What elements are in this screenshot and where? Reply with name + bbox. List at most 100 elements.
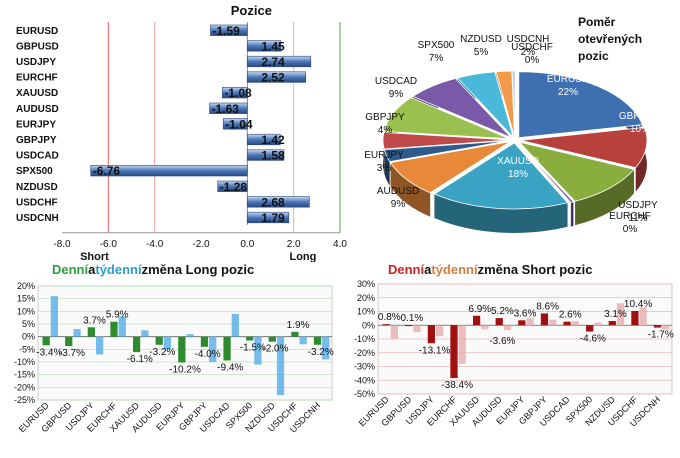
y-tick-label: 20% <box>17 281 35 291</box>
data-label: 2.6% <box>559 310 582 321</box>
pie-percent-label: 9% <box>391 199 406 210</box>
pie-slice <box>495 70 515 138</box>
category-label: EURUSD <box>16 26 58 37</box>
pie-percent-label: 4% <box>378 125 393 136</box>
series-bar <box>291 331 299 337</box>
x-tick-label: 0.0 <box>240 239 254 250</box>
data-label: -3.2% <box>149 347 175 358</box>
chart-title-part: a <box>424 262 432 277</box>
long-change-svg: Denní a týdenní změna Long pozic 20% 15% 10… <box>14 262 334 435</box>
pie-slice <box>389 141 511 194</box>
value-label: 2.74 <box>261 55 285 69</box>
pie-category-label: GBPJPY <box>365 112 405 123</box>
pie-percent-label: 7% <box>429 53 444 64</box>
series-bar <box>178 336 186 363</box>
y-tick-label: 10% <box>357 307 375 317</box>
data-label: 0.8% <box>378 312 401 323</box>
data-label: -4.0% <box>195 349 221 360</box>
pie-category-label: SPX500 <box>418 40 455 51</box>
value-label: -1.04 <box>225 117 253 131</box>
series-bar <box>526 318 534 326</box>
series-bar <box>313 336 322 345</box>
value-label: -1.08 <box>224 86 252 100</box>
chart-title: Pozice <box>231 3 272 18</box>
series-bar <box>427 325 435 344</box>
x-tick-label: -6.0 <box>100 239 118 250</box>
pie-slice-side <box>570 201 574 227</box>
pie-percent-label: 22% <box>558 87 578 98</box>
series-bar <box>631 310 639 326</box>
pie-category-label: USDCHF <box>511 42 553 53</box>
data-label: -1.5% <box>240 342 266 353</box>
category-label: AUDUSD <box>16 104 59 115</box>
data-label: -3.6% <box>489 336 515 347</box>
series-bar <box>639 307 647 326</box>
positions-chart: Pozice -8.0 -6.0 -4.0 -2.0 0.0 2.0 4.0 Short Long… <box>0 0 350 263</box>
series-bar <box>200 336 209 347</box>
series-bar <box>608 320 616 326</box>
chart-title-part: změna Long pozic <box>142 262 255 277</box>
y-tick-label: 5% <box>22 319 35 329</box>
series-bar <box>571 321 579 326</box>
series-bar <box>662 325 670 330</box>
position-bar <box>90 165 248 177</box>
data-label: -6.1% <box>127 354 153 365</box>
category-label: USDCHF <box>16 197 58 208</box>
data-label: -13.1% <box>419 345 451 356</box>
long-label: Long <box>289 251 316 262</box>
data-label: -1.7% <box>648 330 674 341</box>
y-tick-label: -10% <box>354 334 375 344</box>
category-label: SPX500 <box>16 166 53 177</box>
position-bar <box>209 102 248 114</box>
position-bar <box>247 196 310 208</box>
y-tick-label: -30% <box>354 362 375 372</box>
position-bar <box>247 133 281 146</box>
data-label: 1.9% <box>287 320 310 331</box>
pie-slice <box>383 140 510 163</box>
series-bar <box>132 336 141 353</box>
series-bar <box>563 321 571 326</box>
chart-title-part: Denní <box>52 262 89 277</box>
chart-title-part: změna Short pozic <box>478 262 593 277</box>
series-bar <box>276 336 285 395</box>
data-label: -10.2% <box>169 365 201 376</box>
category-label: XAUUSD <box>16 88 58 99</box>
pie-category-label: NZDUSD <box>460 34 502 45</box>
data-label: -3.7% <box>59 348 85 359</box>
short-change-chart: Denní a týdenní změna Short pozic 30% 20% 1… <box>340 258 680 453</box>
position-bar <box>247 211 290 224</box>
series-bar <box>435 325 444 337</box>
y-tick-label: 15% <box>17 294 35 304</box>
series-bar <box>322 336 330 360</box>
y-tick-label: -5% <box>19 344 35 354</box>
data-label: 5.2% <box>491 306 514 317</box>
pie-percent-label: 0% <box>623 224 638 235</box>
value-label: 2.52 <box>261 71 285 85</box>
data-label: 5.9% <box>106 310 129 321</box>
series-bar <box>254 336 262 365</box>
pie-category-label: GBPUSD <box>619 111 661 122</box>
data-label: 0.1% <box>401 313 424 324</box>
x-tick-label: -4.0 <box>146 239 164 250</box>
x-tick-label: -2.0 <box>192 239 210 250</box>
pie-slice <box>518 71 643 139</box>
pie-category-label: XAUUSD <box>497 156 539 167</box>
pie-slice-side <box>635 127 647 192</box>
data-label: 3.1% <box>604 309 627 320</box>
pie-slice <box>382 132 510 150</box>
y-tick-label: -20% <box>354 348 375 358</box>
pie-slice <box>383 97 510 140</box>
ratio-pie-chart: Poměr otevřených pozic EURUSD 22% GBPUSD 10% US… <box>350 0 680 262</box>
pie-percent-label: 18% <box>508 169 528 180</box>
pie-category-label: EURJPY <box>364 150 404 161</box>
position-bar <box>247 40 282 52</box>
pie-slice <box>412 78 512 139</box>
x-tick-label: -8.0 <box>53 239 71 250</box>
short-label: Short <box>80 251 109 262</box>
series-bar <box>594 322 602 326</box>
position-bar <box>210 24 248 36</box>
series-bar <box>65 336 73 347</box>
series-bar <box>495 318 503 326</box>
position-bar <box>247 149 285 161</box>
y-tick-label: 20% <box>357 293 375 303</box>
